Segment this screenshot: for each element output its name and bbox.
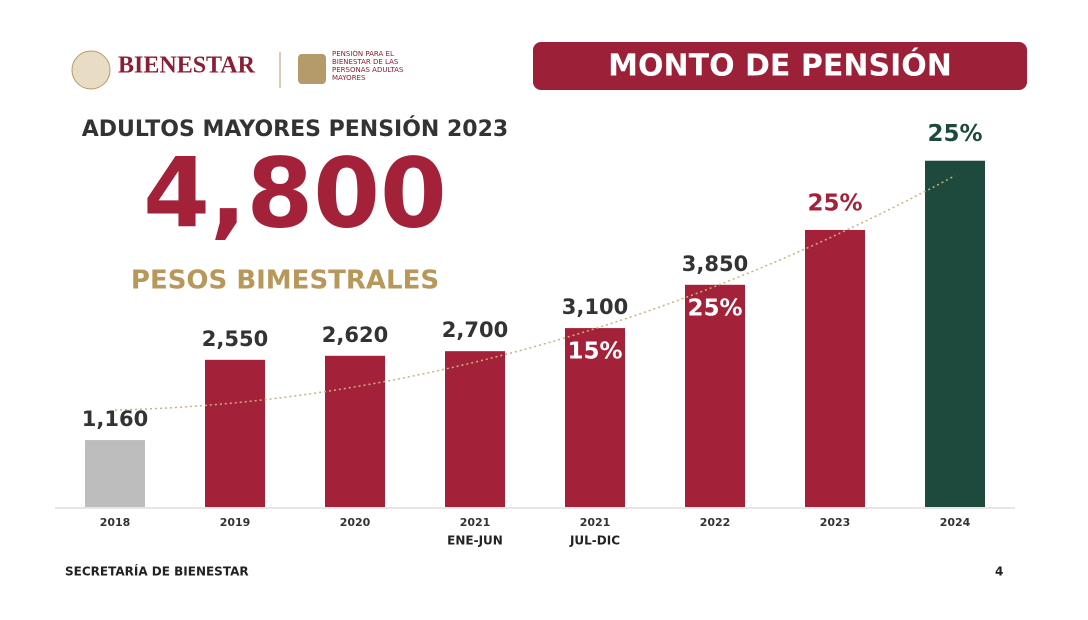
percent-label: 25%	[807, 190, 862, 216]
trend-line	[114, 175, 956, 411]
value-label: 3,850	[682, 252, 748, 276]
x-tick-sublabel: JUL-DIC	[569, 534, 620, 548]
bar	[205, 359, 265, 507]
x-tick-label: 2022	[700, 516, 731, 529]
value-label: 2,700	[442, 318, 508, 342]
x-tick-label: 2019	[220, 516, 251, 529]
value-label: 1,160	[82, 407, 148, 431]
program-box: PENSIÓN PARA EL BIENESTAR DE LAS PERSONA…	[332, 50, 404, 82]
bar	[445, 351, 505, 507]
percent-label: 15%	[567, 339, 622, 365]
value-label: 2,620	[322, 323, 388, 347]
percent-label: 25%	[927, 121, 982, 147]
logo-seal	[71, 50, 111, 90]
x-tick-label: 2023	[820, 516, 851, 529]
x-tick-label: 2018	[100, 516, 131, 529]
program-logo	[298, 54, 326, 84]
percent-label: 25%	[687, 295, 742, 321]
value-label: 2,550	[202, 327, 268, 351]
bar	[85, 440, 145, 507]
brand: BIENESTAR	[118, 53, 256, 79]
program: PENSIÓN PARA EL BIENESTAR DE LAS PERSONA…	[332, 50, 404, 82]
headline: ADULTOS MAYORES PENSIÓN 2023	[82, 116, 508, 142]
bar	[805, 229, 865, 507]
bar	[565, 328, 625, 507]
page-number: 4	[995, 565, 1003, 579]
amount: 4,800	[143, 137, 447, 249]
bar	[925, 160, 985, 507]
x-tick-sublabel: ENE-JUN	[447, 534, 503, 548]
footer: SECRETARÍA DE BIENESTAR	[65, 564, 249, 579]
x-tick-label: 2020	[340, 516, 371, 529]
banner: MONTO DE PENSIÓN	[608, 47, 952, 84]
x-tick-label: 2021	[460, 516, 491, 529]
bar	[325, 355, 385, 507]
value-label: 3,100	[562, 295, 628, 319]
bar	[685, 284, 745, 507]
x-tick-label: 2021	[580, 516, 611, 529]
banner-box	[533, 42, 1027, 90]
amount-unit: PESOS BIMESTRALES	[131, 266, 439, 296]
x-tick-label: 2024	[940, 516, 971, 529]
